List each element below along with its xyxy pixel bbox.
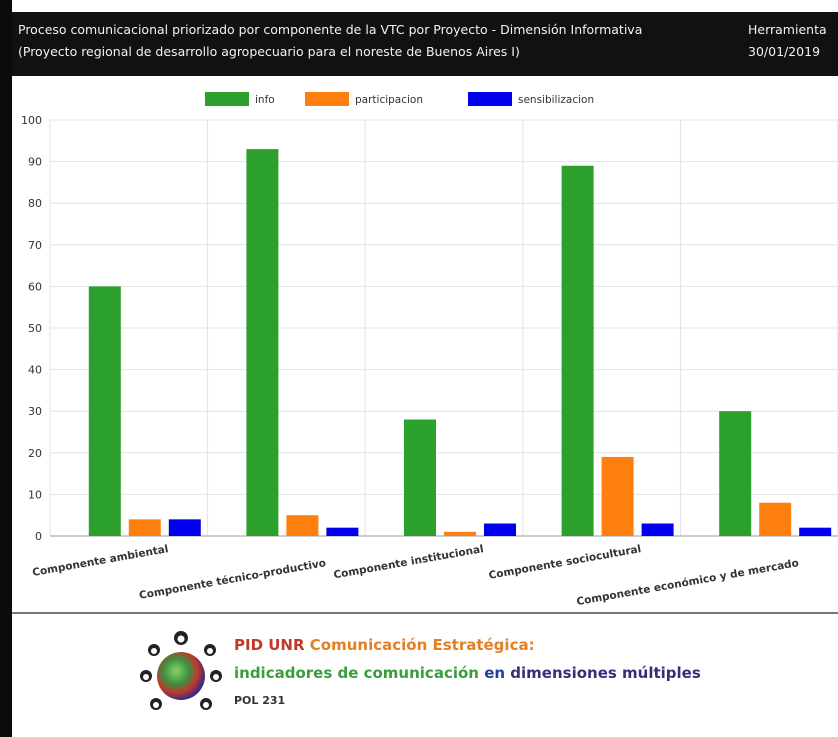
bar-info — [719, 411, 752, 536]
bar-participacion — [601, 456, 634, 536]
y-tick-label: 60 — [28, 280, 42, 293]
legend-label-participacion: participacion — [355, 94, 423, 106]
footer-code: POL 231 — [234, 694, 286, 707]
project-logo — [140, 631, 222, 710]
bar-info — [246, 149, 279, 536]
y-axis: 0 10 20 30 40 50 60 70 80 90 100 — [21, 114, 42, 543]
y-tick-label: 70 — [28, 239, 42, 252]
y-tick-label: 10 — [28, 488, 42, 501]
bar-sensibilizacion — [484, 523, 516, 536]
header-date: 30/01/2019 — [748, 44, 821, 59]
bar-participacion — [444, 531, 476, 536]
chart-subtitle: (Proyecto regional de desarrollo agropec… — [18, 44, 520, 59]
x-tick-label: Componente ambiental — [31, 543, 169, 579]
x-tick-label: Componente económico y de mercado — [576, 557, 800, 608]
footer-dimensiones: dimensiones múltiples — [510, 664, 701, 682]
legend-label-sensibilizacion: sensibilizacion — [518, 94, 594, 106]
y-tick-label: 30 — [28, 405, 42, 418]
bar-chart: 0 10 20 30 40 50 60 70 80 90 100 Componente ambien… — [21, 92, 838, 608]
footer-en: en — [484, 664, 506, 682]
chart-legend: info participacion sensibilizacion — [205, 92, 594, 106]
x-tick-label: Componente técnico-productivo — [138, 557, 327, 602]
bars — [88, 149, 832, 536]
bar-participacion — [128, 519, 161, 536]
y-tick-label: 80 — [28, 197, 42, 210]
x-tick-label: Componente institucional — [333, 543, 485, 581]
bar-sensibilizacion — [641, 523, 674, 536]
footer-comunicacion: Comunicación Estratégica: — [309, 636, 535, 654]
footer-divider — [12, 612, 838, 614]
chart-area: 0 10 20 30 40 50 60 70 80 90 100 Componente ambien… — [12, 76, 838, 612]
footer-line-2: indicadores de comunicación en dimension… — [234, 664, 701, 682]
bar-participacion — [759, 502, 792, 536]
bar-info — [404, 419, 436, 536]
legend-swatch-info — [205, 92, 249, 106]
bar-info — [88, 286, 121, 536]
y-tick-label: 0 — [35, 530, 42, 543]
legend-swatch-sensibilizacion — [468, 92, 512, 106]
bar-info — [561, 165, 594, 536]
window-frame-left — [0, 0, 12, 737]
legend-swatch-participacion — [305, 92, 349, 106]
chart-header: Proceso comunicacional priorizado por co… — [12, 12, 838, 76]
bar-sensibilizacion — [168, 519, 201, 536]
legend-label-info: info — [255, 94, 275, 106]
y-tick-label: 50 — [28, 322, 42, 335]
bar-sensibilizacion — [799, 527, 832, 536]
footer-line-1: PID UNR Comunicación Estratégica: — [234, 636, 535, 654]
y-tick-label: 90 — [28, 156, 42, 169]
y-tick-label: 40 — [28, 364, 42, 377]
header-tool-label: Herramienta — [748, 22, 827, 37]
chart-title: Proceso comunicacional priorizado por co… — [18, 22, 643, 37]
bar-sensibilizacion — [326, 527, 359, 536]
y-tick-label: 100 — [21, 114, 42, 127]
footer: PID UNR Comunicación Estratégica: indica… — [12, 614, 838, 737]
footer-pid: PID UNR — [234, 636, 305, 654]
bar-participacion — [286, 515, 319, 536]
x-tick-label: Componente sociocultural — [488, 543, 642, 582]
footer-indicadores: indicadores de comunicación — [234, 664, 479, 682]
y-tick-label: 20 — [28, 447, 42, 460]
